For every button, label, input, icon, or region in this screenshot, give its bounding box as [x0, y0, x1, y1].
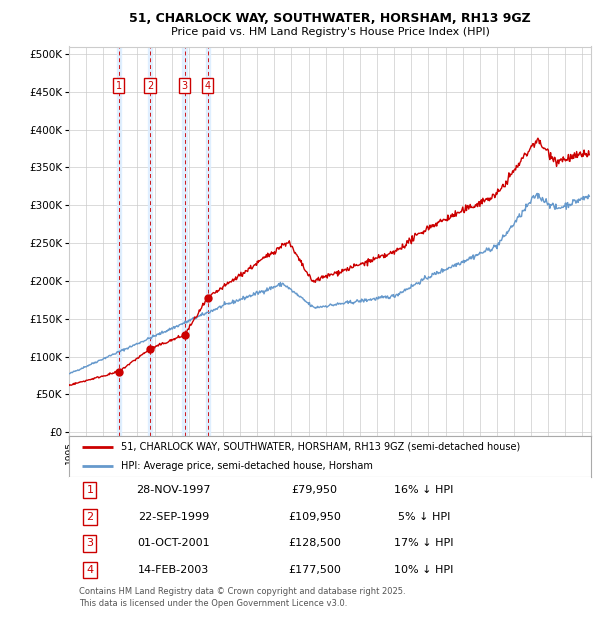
Text: Contains HM Land Registry data © Crown copyright and database right 2025.: Contains HM Land Registry data © Crown c…: [79, 587, 406, 596]
Text: 2: 2: [147, 81, 153, 91]
Text: 2: 2: [86, 512, 94, 522]
Text: 16% ↓ HPI: 16% ↓ HPI: [394, 485, 454, 495]
Text: 14-FEB-2003: 14-FEB-2003: [138, 565, 209, 575]
Text: 1: 1: [116, 81, 122, 91]
Text: £177,500: £177,500: [288, 565, 341, 575]
Text: 4: 4: [205, 81, 211, 91]
Text: 1: 1: [86, 485, 94, 495]
Bar: [148, 46, 152, 436]
Bar: [182, 46, 187, 436]
Text: 5% ↓ HPI: 5% ↓ HPI: [398, 512, 450, 522]
Text: Price paid vs. HM Land Registry's House Price Index (HPI): Price paid vs. HM Land Registry's House …: [170, 27, 490, 37]
Text: 01-OCT-2001: 01-OCT-2001: [137, 538, 210, 549]
Text: 3: 3: [181, 81, 188, 91]
Text: This data is licensed under the Open Government Licence v3.0.: This data is licensed under the Open Gov…: [79, 599, 348, 608]
Text: 4: 4: [86, 565, 94, 575]
Text: 3: 3: [86, 538, 94, 549]
Bar: [117, 46, 121, 436]
Text: 28-NOV-1997: 28-NOV-1997: [136, 485, 211, 495]
Text: £109,950: £109,950: [288, 512, 341, 522]
Text: HPI: Average price, semi-detached house, Horsham: HPI: Average price, semi-detached house,…: [121, 461, 373, 471]
Text: 51, CHARLOCK WAY, SOUTHWATER, HORSHAM, RH13 9GZ (semi-detached house): 51, CHARLOCK WAY, SOUTHWATER, HORSHAM, R…: [121, 442, 520, 452]
Text: £128,500: £128,500: [288, 538, 341, 549]
Text: 17% ↓ HPI: 17% ↓ HPI: [394, 538, 454, 549]
Bar: [206, 46, 210, 436]
Text: 22-SEP-1999: 22-SEP-1999: [138, 512, 209, 522]
Text: 51, CHARLOCK WAY, SOUTHWATER, HORSHAM, RH13 9GZ: 51, CHARLOCK WAY, SOUTHWATER, HORSHAM, R…: [129, 12, 531, 25]
Text: 10% ↓ HPI: 10% ↓ HPI: [394, 565, 454, 575]
Text: £79,950: £79,950: [292, 485, 337, 495]
